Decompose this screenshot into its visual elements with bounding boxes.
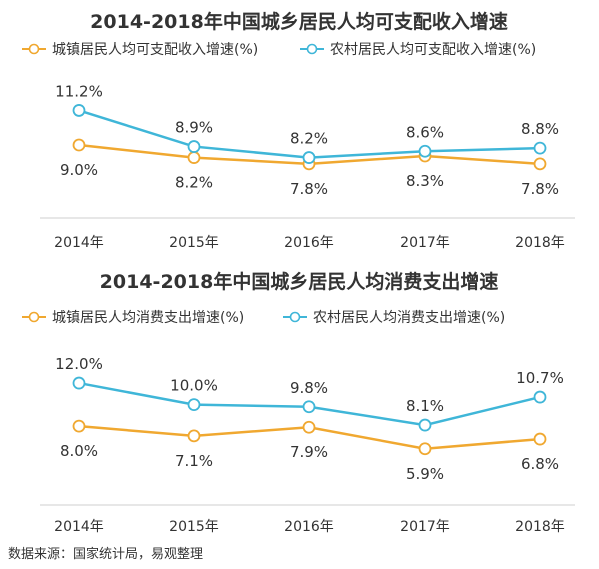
- data-point-rural: [72, 376, 86, 390]
- legend-dot-rural: [289, 311, 301, 323]
- x-tick-label: 2016年: [284, 519, 334, 535]
- x-tick-label: 2018年: [515, 519, 565, 535]
- data-point-rural: [187, 398, 201, 412]
- legend-dot-urban: [28, 311, 40, 323]
- legend-label-rural: 农村居民人均可支配收入增速(%): [330, 42, 536, 58]
- data-label-rural: 10.7%: [516, 369, 564, 387]
- legend: 城镇居民人均消费支出增速(%) 农村居民人均消费支出增速(%): [22, 310, 505, 326]
- data-point-urban: [533, 157, 547, 171]
- data-point-rural: [187, 140, 201, 153]
- data-label-urban: 8.3%: [406, 172, 444, 190]
- chart-title: 2014-2018年中国城乡居民人均消费支出增速: [100, 270, 499, 293]
- x-tick-label: 2014年: [54, 235, 104, 251]
- data-point-urban: [418, 442, 432, 456]
- legend-label-rural: 农村居民人均消费支出增速(%): [313, 310, 505, 326]
- data-point-urban: [72, 138, 86, 152]
- legend: 城镇居民人均可支配收入增速(%) 农村居民人均可支配收入增速(%): [22, 42, 536, 58]
- legend-dot-rural: [306, 43, 318, 55]
- data-label-rural: 9.8%: [290, 379, 328, 397]
- data-label-urban: 7.1%: [175, 452, 213, 470]
- x-tick-label: 2015年: [169, 235, 219, 251]
- data-point-rural: [533, 141, 547, 155]
- data-point-rural: [302, 400, 316, 414]
- data-label-rural: 8.6%: [406, 123, 444, 141]
- data-label-urban: 7.8%: [290, 180, 328, 198]
- data-label-urban: 7.8%: [521, 180, 559, 198]
- x-tick-label: 2018年: [515, 235, 565, 251]
- data-label-urban: 6.8%: [521, 455, 559, 473]
- data-point-urban: [533, 432, 547, 446]
- data-label-urban: 9.0%: [60, 161, 98, 179]
- data-label-urban: 7.9%: [290, 443, 328, 461]
- data-point-urban: [187, 151, 201, 164]
- data-point-urban: [302, 420, 316, 434]
- x-tick-label: 2017年: [400, 235, 450, 251]
- data-label-rural: 11.2%: [55, 82, 103, 100]
- plot-area: 8.0% 7.1% 7.9% 5.9% 6.8% 12.0% 10.0% 9.8% 8.1% 10…: [54, 355, 565, 535]
- source-note: 数据来源：国家统计局，易观整理: [8, 546, 203, 562]
- data-point-rural: [418, 144, 432, 158]
- chart-title: 2014-2018年中国城乡居民人均可支配收入增速: [90, 10, 508, 33]
- x-tick-label: 2015年: [169, 519, 219, 535]
- data-label-urban: 8.2%: [175, 174, 213, 192]
- data-point-rural: [72, 104, 86, 117]
- x-tick-label: 2017年: [400, 519, 450, 535]
- data-label-urban: 5.9%: [406, 465, 444, 483]
- legend-label-urban: 城镇居民人均消费支出增速(%): [52, 310, 244, 326]
- legend-label-urban: 城镇居民人均可支配收入增速(%): [52, 42, 258, 58]
- data-label-rural: 8.1%: [406, 397, 444, 415]
- data-label-rural: 12.0%: [55, 355, 103, 373]
- data-label-urban: 8.0%: [60, 442, 98, 460]
- data-point-urban: [72, 419, 86, 433]
- x-tick-label: 2016年: [284, 235, 334, 251]
- data-point-rural: [533, 390, 547, 404]
- legend-dot-urban: [28, 43, 40, 55]
- data-label-rural: 8.2%: [290, 130, 328, 148]
- data-label-rural: 10.0%: [170, 377, 218, 395]
- data-label-rural: 8.9%: [175, 119, 213, 137]
- consumption-growth-chart: 2014-2018年中国城乡居民人均消费支出增速 城镇居民人均消费支出增速(%)…: [22, 270, 575, 535]
- plot-area: 9.0% 8.2% 7.8% 8.3% 7.8% 11.2% 8.9% 8.2% 8.6% 8.8…: [54, 82, 565, 251]
- income-growth-chart: 2014-2018年中国城乡居民人均可支配收入增速 城镇居民人均可支配收入增速(…: [22, 10, 575, 251]
- data-point-rural: [302, 151, 316, 164]
- x-tick-label: 2014年: [54, 519, 104, 535]
- data-label-rural: 8.8%: [521, 120, 559, 138]
- data-point-urban: [187, 429, 201, 443]
- data-point-rural: [418, 418, 432, 432]
